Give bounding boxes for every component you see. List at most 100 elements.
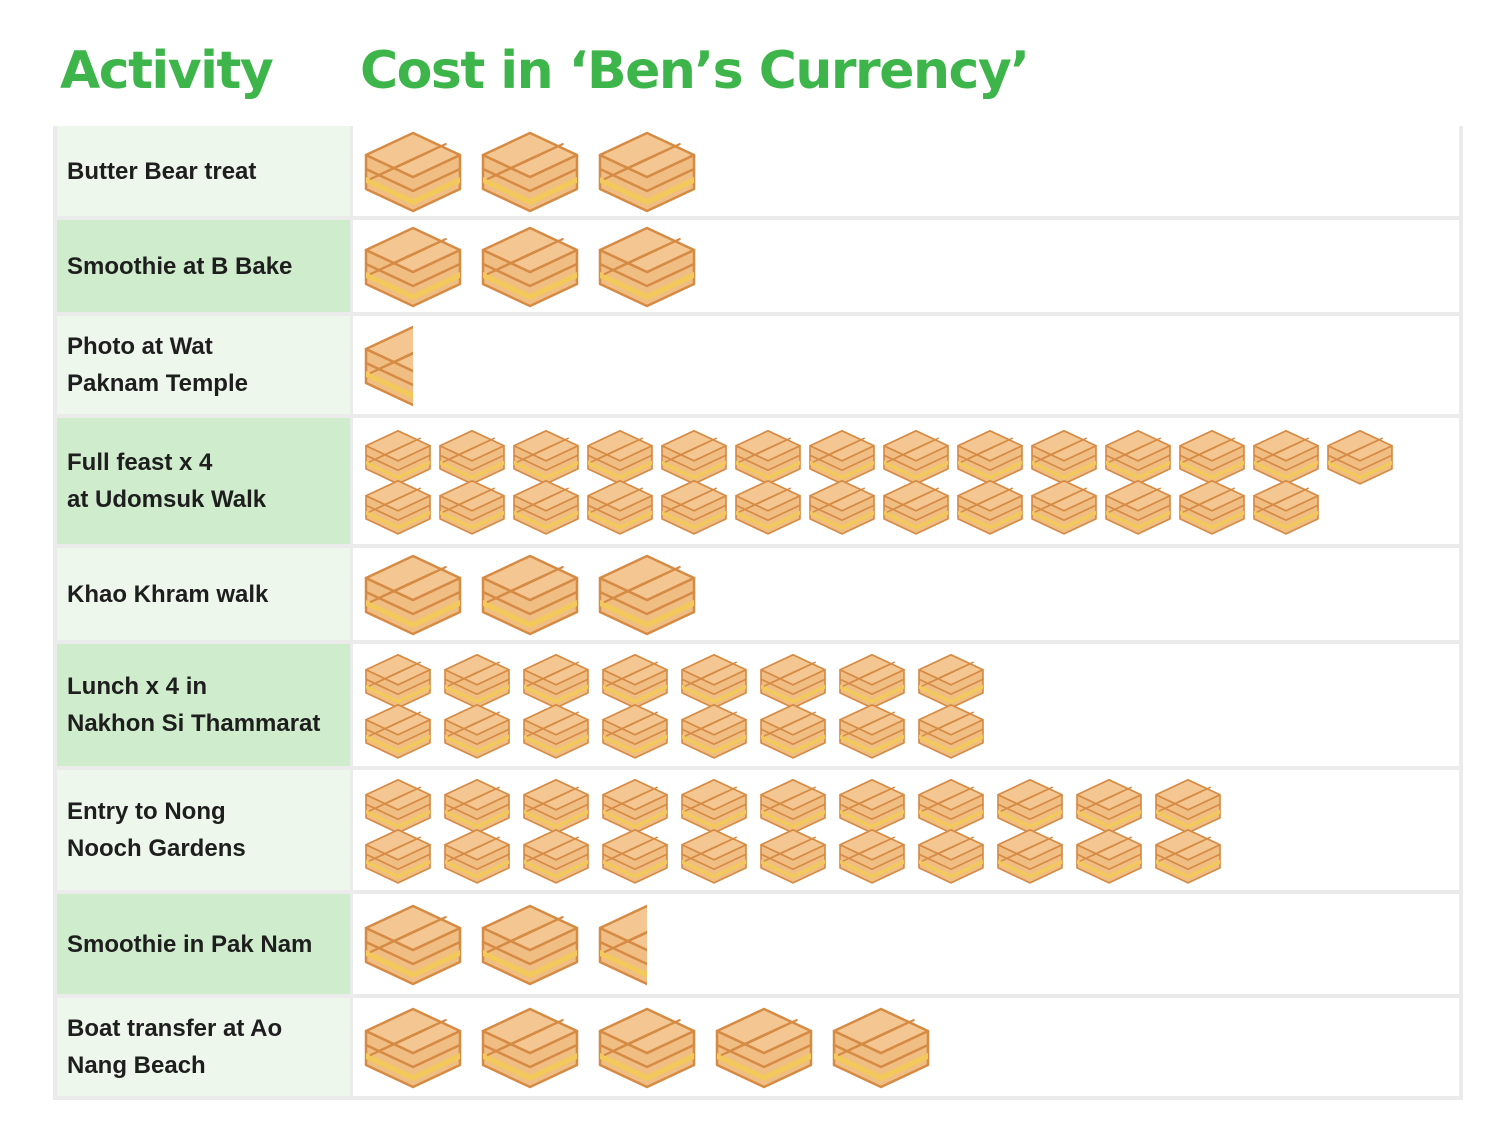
sandwich-icon <box>602 778 668 834</box>
cost-cell <box>353 126 1459 216</box>
sandwich-icon <box>364 226 462 308</box>
sandwich-icon <box>365 429 431 485</box>
sandwich-icon <box>760 653 826 709</box>
sandwich-icon <box>957 429 1023 485</box>
sandwich-icon <box>1179 479 1245 535</box>
sandwich-row <box>365 429 1393 535</box>
sandwich-icon <box>439 429 505 485</box>
cost-table: Butter Bear treat Smoothie at B Bake Photo… <box>53 126 1463 1100</box>
activity-cell: Photo at Wat Paknam Temple <box>57 316 350 414</box>
sandwich-icon <box>1155 828 1221 884</box>
sandwich-row <box>364 131 696 213</box>
sandwich-icon <box>481 226 579 308</box>
sandwich-icon <box>481 131 579 213</box>
sandwich-icon <box>364 131 462 213</box>
sandwich-icon <box>1179 429 1245 485</box>
activity-cell: Full feast x 4 at Udomsuk Walk <box>57 418 350 544</box>
cost-cell <box>353 418 1459 544</box>
sandwich-icon <box>809 479 875 535</box>
sandwich-icon <box>1031 429 1097 485</box>
sandwich-icon <box>661 429 727 485</box>
sandwich-row <box>364 1007 930 1089</box>
activity-cell: Boat transfer at Ao Nang Beach <box>57 998 350 1096</box>
sandwich-icon <box>1076 828 1142 884</box>
sandwich-icon <box>365 703 431 759</box>
sandwich-icon <box>365 778 431 834</box>
sandwich-icon <box>365 653 431 709</box>
sandwich-icon <box>839 778 905 834</box>
sandwich-icon <box>997 778 1063 834</box>
sandwich-icon <box>364 1007 462 1089</box>
sandwich-icon <box>444 778 510 834</box>
sandwich-icon <box>523 703 589 759</box>
sandwich-icon <box>481 554 579 636</box>
sandwich-icon <box>602 653 668 709</box>
sandwich-row <box>364 904 647 986</box>
table-row: Photo at Wat Paknam Temple <box>53 316 1463 418</box>
sandwich-icon <box>598 904 647 986</box>
table-row: Khao Khram walk <box>53 548 1463 644</box>
sandwich-icon <box>598 131 696 213</box>
activity-label: Butter Bear treat <box>67 157 257 185</box>
sandwich-icon <box>481 1007 579 1089</box>
activity-label: Lunch x 4 in Nakhon Si Thammarat <box>67 673 321 737</box>
cost-cell <box>353 316 1459 414</box>
sandwich-icon <box>957 479 1023 535</box>
sandwich-icon <box>760 703 826 759</box>
activity-cell: Entry to Nong Nooch Gardens <box>57 770 350 890</box>
cost-cell <box>353 998 1459 1096</box>
sandwich-icon <box>1253 479 1319 535</box>
sandwich-icon <box>760 828 826 884</box>
sandwich-icon <box>364 325 413 407</box>
sandwich-icon <box>918 653 984 709</box>
table-row: Smoothie in Pak Nam <box>53 894 1463 998</box>
sandwich-icon <box>598 1007 696 1089</box>
activity-label: Full feast x 4 at Udomsuk Walk <box>67 449 267 513</box>
sandwich-icon <box>523 778 589 834</box>
sandwich-icon <box>364 554 462 636</box>
sandwich-icon <box>587 429 653 485</box>
activity-column-header: Activity <box>60 41 274 101</box>
sandwich-icon <box>918 778 984 834</box>
sandwich-row <box>364 554 696 636</box>
sandwich-icon <box>809 429 875 485</box>
header: Activity Cost in ‘Ben’s Currency’ <box>0 36 1500 106</box>
table-row: Butter Bear treat <box>53 126 1463 220</box>
activity-label: Khao Khram walk <box>67 580 269 608</box>
sandwich-icon <box>883 479 949 535</box>
sandwich-icon <box>997 828 1063 884</box>
sandwich-icon <box>832 1007 930 1089</box>
sandwich-icon <box>883 429 949 485</box>
sandwich-icon <box>365 828 431 884</box>
sandwich-icon <box>523 828 589 884</box>
cost-cell <box>353 894 1459 994</box>
sandwich-icon <box>598 554 696 636</box>
sandwich-icon <box>481 904 579 986</box>
sandwich-icon <box>1105 429 1171 485</box>
sandwich-icon <box>681 703 747 759</box>
activity-cell: Butter Bear treat <box>57 126 350 216</box>
sandwich-icon <box>918 703 984 759</box>
sandwich-icon <box>681 778 747 834</box>
sandwich-icon <box>735 479 801 535</box>
activity-label: Entry to Nong Nooch Gardens <box>67 798 246 862</box>
sandwich-icon <box>523 653 589 709</box>
activity-label: Boat transfer at Ao Nang Beach <box>67 1015 283 1079</box>
sandwich-row <box>365 653 984 759</box>
sandwich-icon <box>587 479 653 535</box>
cost-cell <box>353 220 1459 312</box>
sandwich-icon <box>735 429 801 485</box>
sandwich-icon <box>661 479 727 535</box>
sandwich-icon <box>444 703 510 759</box>
sandwich-icon <box>918 828 984 884</box>
activity-label: Smoothie at B Bake <box>67 252 293 280</box>
activity-cell: Khao Khram walk <box>57 548 350 640</box>
sandwich-icon <box>839 828 905 884</box>
sandwich-row <box>365 778 1221 884</box>
activity-label: Smoothie in Pak Nam <box>67 930 313 958</box>
cost-column-header: Cost in ‘Ben’s Currency’ <box>360 41 1030 101</box>
sandwich-row <box>364 226 696 308</box>
cost-cell <box>353 770 1459 890</box>
sandwich-icon <box>513 429 579 485</box>
sandwich-icon <box>839 703 905 759</box>
